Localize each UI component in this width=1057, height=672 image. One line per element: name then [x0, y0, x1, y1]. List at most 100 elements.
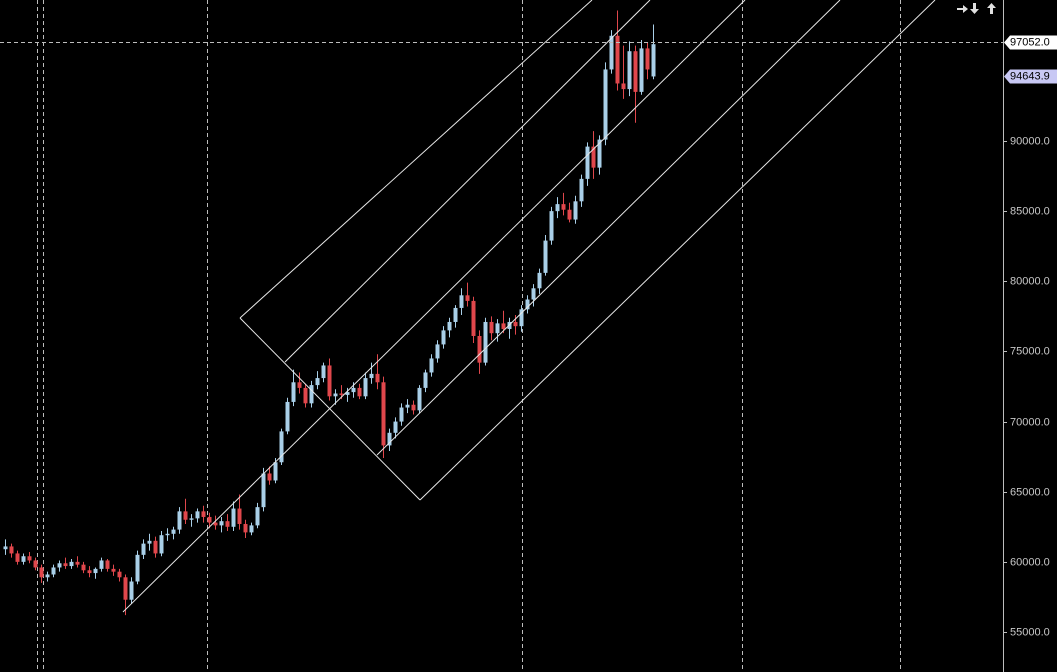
- channel-line: [239, 0, 593, 319]
- candle-body: [405, 404, 410, 408]
- y-tick-label: 80000.0: [1010, 275, 1050, 287]
- y-tick-label: 85000.0: [1010, 205, 1050, 217]
- candle-body: [303, 387, 308, 404]
- candle-body: [273, 462, 278, 481]
- candle-body: [159, 535, 164, 554]
- candle-body: [603, 69, 608, 140]
- candle-body: [315, 378, 320, 386]
- candle-body: [447, 321, 452, 331]
- candle-body: [423, 372, 428, 388]
- candle-body: [441, 330, 446, 345]
- candle-body: [105, 560, 110, 569]
- candle-body: [255, 507, 260, 526]
- candle-body: [33, 560, 38, 568]
- channel-line: [419, 0, 936, 501]
- candle-body: [393, 421, 398, 433]
- candle-body: [297, 382, 302, 388]
- candle-body: [213, 522, 218, 526]
- candle-body: [417, 387, 422, 411]
- channel-drawings: [122, 0, 936, 613]
- candle-body: [147, 540, 152, 544]
- candle-body: [189, 518, 194, 520]
- candle-body: [513, 321, 518, 327]
- candle-body: [249, 525, 254, 533]
- candle-body: [621, 83, 626, 90]
- arrow-down-icon[interactable]: [970, 3, 979, 14]
- candle-body: [411, 404, 416, 411]
- candle-body: [279, 431, 284, 463]
- y-tick-label: 55000.0: [1010, 626, 1050, 638]
- candle-body: [165, 533, 170, 536]
- y-tick-label: 60000.0: [1010, 556, 1050, 568]
- candle-body: [57, 563, 62, 568]
- candle-body: [591, 146, 596, 168]
- toolbar-icons[interactable]: [957, 3, 996, 14]
- candle-body: [429, 358, 434, 373]
- candle-body: [231, 508, 236, 527]
- candle-body: [357, 387, 362, 397]
- candle-body: [645, 48, 650, 70]
- candle-body: [177, 511, 182, 530]
- candle-body: [201, 511, 206, 517]
- candle-body: [87, 570, 92, 574]
- candle-body: [75, 561, 80, 565]
- candle-body: [123, 577, 128, 600]
- candle-body: [555, 204, 560, 212]
- channel-line: [122, 0, 746, 613]
- candle-body: [69, 561, 74, 567]
- last-price-tag: [1004, 69, 1057, 84]
- candle-body: [471, 300, 476, 336]
- candle-body: [549, 211, 554, 241]
- candle-body: [567, 209, 572, 220]
- candle-body: [171, 529, 176, 534]
- candle-body: [519, 309, 524, 327]
- candle-body: [153, 540, 158, 554]
- arrow-up-icon[interactable]: [987, 3, 996, 14]
- candle-body: [435, 344, 440, 359]
- candle-body: [477, 335, 482, 363]
- candle-body: [609, 35, 614, 70]
- candle-body: [633, 51, 638, 92]
- candle-body: [543, 240, 548, 273]
- candle-body: [339, 393, 344, 395]
- candle-body: [93, 568, 98, 574]
- candle-body: [531, 288, 536, 300]
- y-tick-label: 65000.0: [1010, 486, 1050, 498]
- candle-body: [639, 48, 644, 92]
- candle-body: [351, 387, 356, 393]
- candle-body: [51, 567, 56, 575]
- candle-body: [135, 554, 140, 582]
- candle-body: [117, 571, 122, 578]
- candle-body: [129, 581, 134, 600]
- arrow-right-icon[interactable]: [957, 5, 968, 13]
- candle-body: [81, 564, 86, 571]
- candle-body: [465, 295, 470, 301]
- time-separators: [37, 0, 901, 672]
- candle-body: [237, 508, 242, 524]
- candle-body: [537, 272, 542, 289]
- candle-body: [21, 556, 26, 562]
- candle-body: [495, 323, 500, 334]
- price-axis: 55000.0 60000.0 65000.0 70000.0 75000.0 80000…: [1003, 135, 1050, 638]
- channel-line: [284, 0, 651, 363]
- candle-body: [615, 35, 620, 84]
- candle-body: [501, 323, 506, 329]
- candle-body: [309, 385, 314, 404]
- candle-body: [183, 511, 188, 520]
- candle-body: [597, 139, 602, 168]
- candle-body: [387, 432, 392, 446]
- candle-body: [585, 146, 590, 179]
- candle-body: [525, 299, 530, 310]
- candle-body: [651, 44, 656, 77]
- price-tag: [1004, 35, 1057, 50]
- y-tick-label: 75000.0: [1010, 345, 1050, 357]
- channel-edge: [239, 317, 421, 501]
- candle-body: [381, 382, 386, 446]
- candle-body: [15, 553, 20, 562]
- candle-body: [285, 401, 290, 432]
- candle-body: [459, 295, 464, 308]
- candle-body: [369, 373, 374, 379]
- candle-body: [363, 378, 368, 397]
